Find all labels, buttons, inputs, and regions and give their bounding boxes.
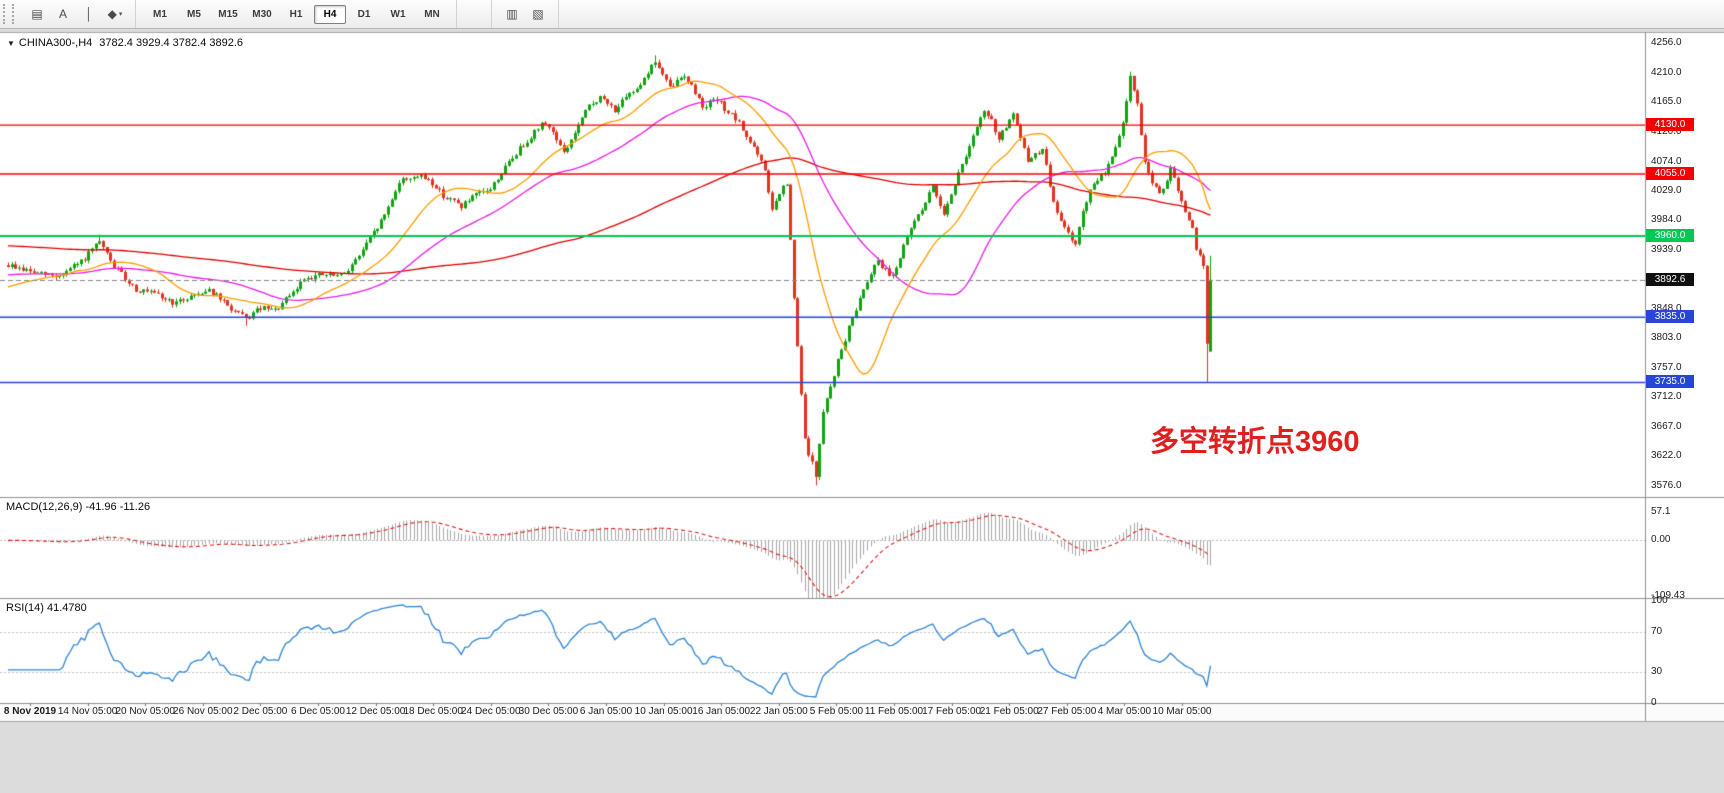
draw-tools-icon[interactable]: ◆ ▾ — [107, 7, 123, 21]
candlestick-chart-icon[interactable]: ▥ — [506, 7, 518, 21]
chart-symbol-label: CHINA300-,H4 — [18, 37, 93, 49]
chart-tools-group: ▥ ▧ — [491, 0, 559, 28]
line-chart-icon[interactable]: ▧ — [532, 7, 544, 21]
chart-ohlc-header: ▼ CHINA300-,H4 3782.4 3929.4 3782.4 3892.6 — [7, 37, 243, 49]
chart-ohlc-values: 3782.4 3929.4 3782.4 3892.6 — [99, 37, 244, 49]
chart-collapse-icon[interactable]: ▼ — [7, 39, 15, 48]
timeframe-buttons-group: M1 M5 M15 M30 H1 H4 D1 W1 MN — [136, 0, 457, 28]
toolbar-grip-handle[interactable] — [3, 4, 14, 24]
rsi-indicator-label: RSI(14) 41.4780 — [6, 602, 87, 614]
chart-window-icon[interactable]: ▤ — [31, 7, 43, 21]
main-toolbar: ▤ A │ ◆ ▾ M1 M5 M15 M30 H1 H4 D1 W1 MN ▥ ▧ — [0, 0, 1724, 29]
timeframe-d1-button[interactable]: D1 — [357, 8, 371, 20]
timeframe-h1-button[interactable]: H1 — [289, 8, 303, 20]
text-label-tool-icon[interactable]: A — [58, 7, 67, 21]
timeframe-m15-button[interactable]: M15 — [218, 8, 238, 20]
drawing-tools-group: ▤ A │ ◆ ▾ — [17, 0, 136, 28]
vertical-line-tool-icon[interactable]: │ — [85, 7, 93, 21]
timeframe-mn-button[interactable]: MN — [424, 8, 440, 20]
timeframe-m30-button[interactable]: M30 — [252, 8, 272, 20]
timeframe-m1-button[interactable]: M1 — [153, 8, 167, 20]
timeframe-w1-button[interactable]: W1 — [390, 8, 406, 20]
timeframe-m5-button[interactable]: M5 — [187, 8, 201, 20]
chart-annotation-text: 多空转折点3960 — [1150, 426, 1360, 458]
macd-indicator-label: MACD(12,26,9) -41.96 -11.26 — [6, 501, 151, 513]
timeframe-h4-button[interactable]: H4 — [314, 4, 346, 24]
caret-down-icon: ▾ — [118, 11, 123, 18]
